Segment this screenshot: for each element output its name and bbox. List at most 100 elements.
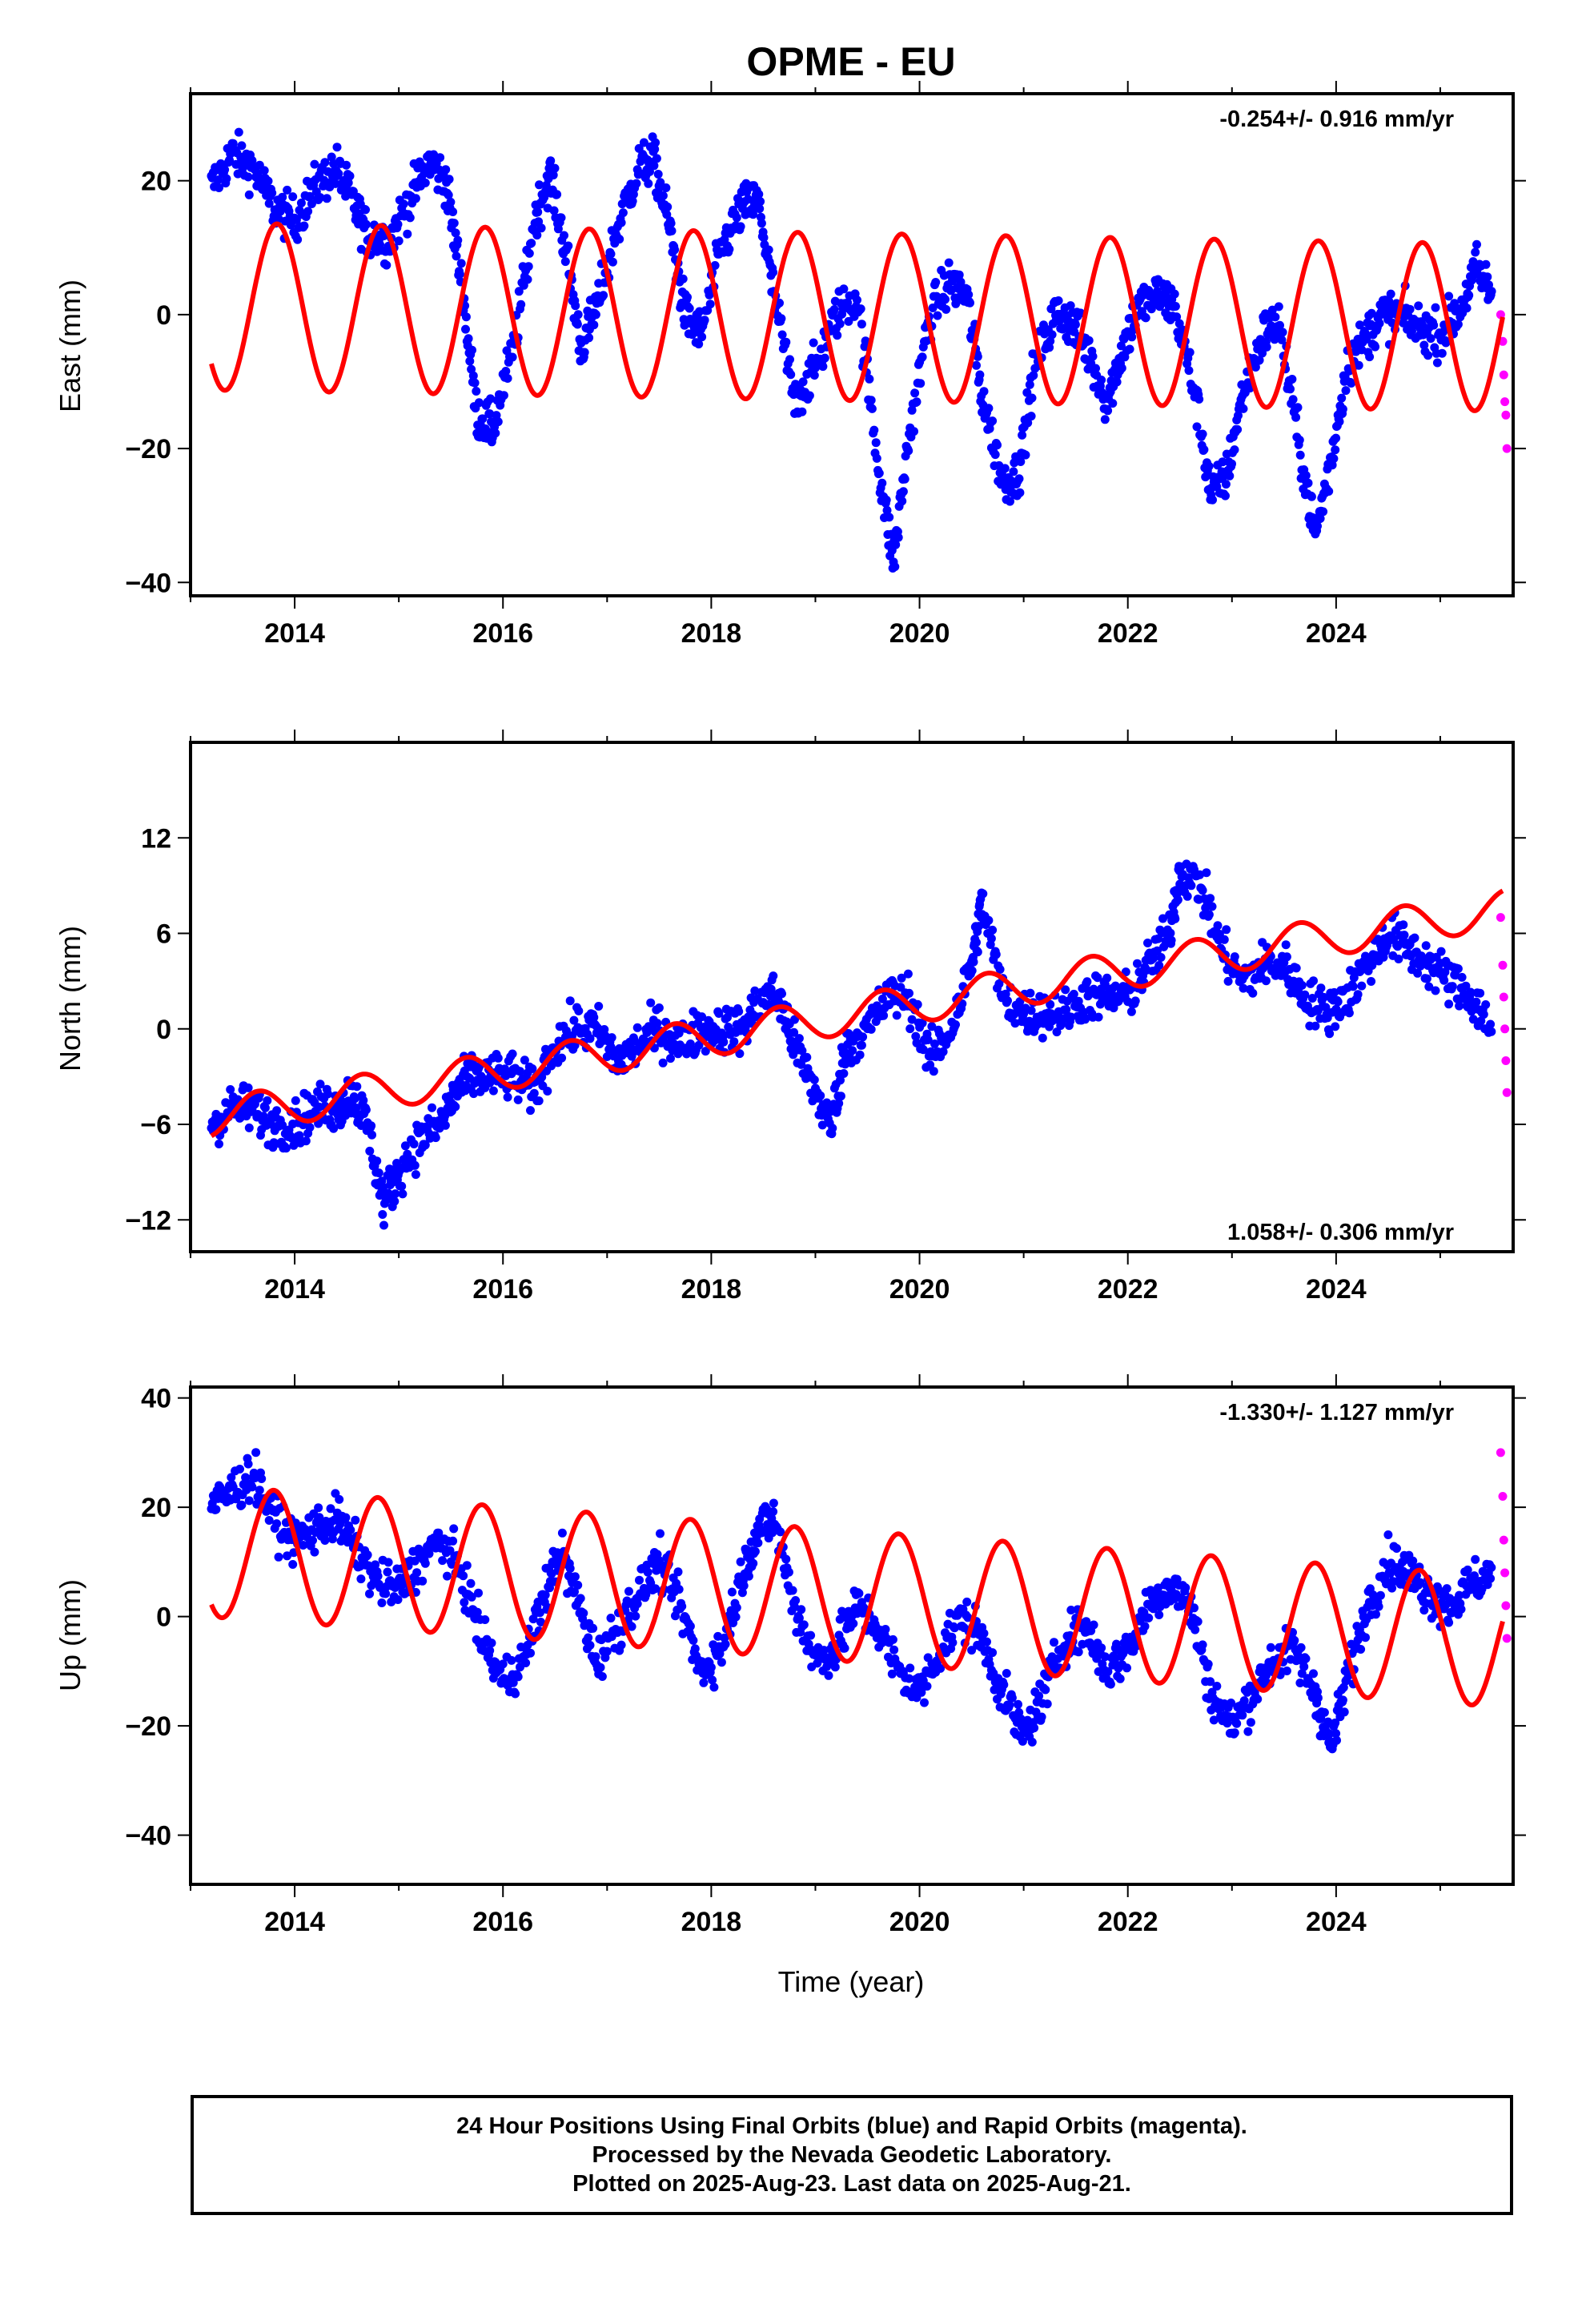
up-final-orbit-point [507, 1655, 516, 1665]
up-final-orbit-point [243, 1459, 253, 1469]
north-final-orbit-point [1230, 952, 1239, 962]
east-final-orbit-point [550, 163, 560, 173]
north-final-orbit-point [1476, 1016, 1486, 1026]
up-final-orbit-point [447, 1559, 456, 1569]
east-final-orbit-point [1338, 404, 1347, 414]
up-final-orbit-point [264, 1516, 274, 1525]
east-final-orbit-point [564, 241, 573, 251]
east-final-orbit-point [305, 191, 315, 201]
up-final-orbit-point [936, 1663, 946, 1673]
north-final-orbit-point [528, 1064, 537, 1073]
east-final-orbit-point [451, 228, 460, 238]
east-final-orbit-point [910, 388, 920, 398]
up-final-orbit-point [979, 1629, 989, 1638]
north-final-orbit-point [1223, 976, 1233, 986]
north-final-orbit-point [602, 1052, 612, 1061]
east-final-orbit-point [264, 199, 274, 208]
east-final-orbit-point [1324, 487, 1334, 496]
east-final-orbit-point [1015, 488, 1025, 497]
east-final-orbit-point [1195, 395, 1204, 404]
north-final-orbit-point [516, 1067, 524, 1076]
north-final-orbit-point [1158, 914, 1167, 923]
up-final-orbit-point [241, 1473, 251, 1482]
up-final-orbit-point [849, 1618, 858, 1628]
north-final-orbit-point [410, 1160, 420, 1170]
north-final-orbit-point [378, 1210, 387, 1219]
north-final-orbit-point [1486, 1019, 1496, 1029]
north-final-orbit-point [1082, 977, 1092, 987]
up-final-orbit-point [656, 1529, 665, 1538]
north-final-orbit-point [1357, 981, 1367, 991]
up-rate-label: -1.330+/- 1.127 mm/yr [1219, 1400, 1454, 1425]
east-final-orbit-point [1444, 292, 1454, 301]
y-tick-label: 40 [141, 1384, 171, 1414]
east-final-orbit-point [1429, 320, 1439, 330]
up-final-orbit-point [466, 1578, 476, 1588]
east-final-orbit-point [781, 337, 791, 347]
east-final-orbit-point [465, 356, 475, 366]
east-final-orbit-point [898, 487, 908, 497]
east-final-orbit-point [1453, 320, 1463, 329]
east-final-orbit-point [942, 304, 951, 314]
up-final-orbit-point [315, 1513, 324, 1522]
east-final-orbit-point [678, 274, 688, 283]
y-tick-label: −6 [140, 1110, 171, 1140]
up-final-orbit-point [982, 1637, 991, 1647]
east-final-orbit-point [1170, 289, 1179, 299]
north-final-orbit-point [420, 1140, 430, 1150]
east-final-orbit-point [754, 190, 764, 199]
up-final-orbit-point [967, 1646, 977, 1655]
north-final-orbit-point [1444, 999, 1454, 1009]
up-final-orbit-point [1227, 1699, 1236, 1707]
east-final-orbit-point [446, 197, 456, 207]
up-final-orbit-point [1301, 1654, 1311, 1663]
east-final-orbit-point [809, 371, 819, 380]
up-model-curve [209, 1487, 1505, 1707]
up-final-orbit-point [459, 1571, 468, 1581]
north-final-orbit-point [1206, 894, 1215, 903]
up-final-orbit-point [948, 1638, 958, 1647]
east-final-orbit-point [1331, 433, 1341, 443]
east-final-orbit-point [1437, 348, 1447, 358]
north-final-orbit-point [972, 938, 981, 947]
north-final-orbit-point [1093, 973, 1102, 983]
north-final-orbit-point [905, 1024, 915, 1034]
north-final-orbit-point [1309, 976, 1318, 986]
north-final-orbit-point [569, 1015, 579, 1025]
east-final-orbit-point [441, 165, 451, 175]
north-final-orbit-point [1182, 891, 1192, 901]
up-final-orbit-point [460, 1598, 469, 1607]
north-final-orbit-point [951, 1020, 960, 1029]
east-final-orbit-point [288, 192, 298, 202]
north-final-orbit-point [351, 1104, 361, 1112]
east-final-orbit-point [332, 143, 342, 152]
up-final-orbit-point [250, 1474, 259, 1482]
north-final-orbit-point [769, 971, 778, 981]
up-final-orbit-point [732, 1603, 741, 1612]
east-final-orbit-point [1375, 319, 1384, 328]
east-final-orbit-point [468, 345, 476, 355]
north-final-orbit-point [834, 1099, 844, 1108]
east-final-orbit-point [215, 183, 223, 192]
north-rate-label: 1.058+/- 0.306 mm/yr [1227, 1220, 1454, 1245]
x-tick-label: 2016 [472, 618, 533, 649]
north-final-orbit-point [735, 1049, 745, 1059]
east-final-orbit-point [639, 138, 648, 147]
east-final-orbit-point [1347, 379, 1356, 388]
east-final-orbit-point [560, 257, 570, 267]
north-final-orbit-point [1026, 1006, 1036, 1015]
up-final-orbit-point [511, 1689, 520, 1699]
east-final-orbit-point [449, 219, 459, 228]
east-final-orbit-point [843, 298, 853, 308]
up-final-orbit-point [1030, 1723, 1039, 1733]
east-final-orbit-point [291, 215, 301, 224]
east-final-orbit-point [615, 235, 624, 244]
east-final-orbit-point [744, 195, 753, 204]
caption-box: 24 Hour Positions Using Final Orbits (bl… [191, 2095, 1513, 2215]
up-final-orbit-point [784, 1567, 793, 1577]
north-final-orbit-point [685, 1039, 695, 1048]
east-final-orbit-point [393, 219, 403, 229]
east-final-orbit-point [890, 562, 900, 572]
east-final-orbit-point [632, 179, 641, 188]
